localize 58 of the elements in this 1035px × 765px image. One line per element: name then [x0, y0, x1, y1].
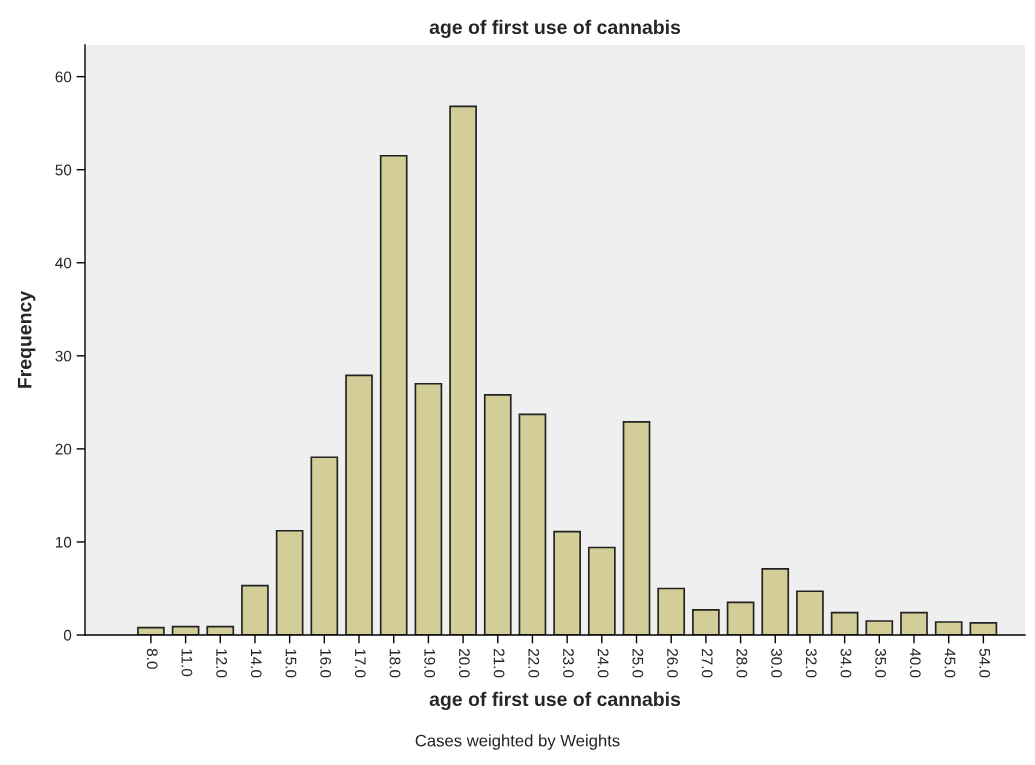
- x-tick-label: 12.0: [216, 649, 227, 678]
- bar: [275, 529, 304, 635]
- bar: [587, 546, 616, 635]
- bar: [483, 394, 512, 635]
- x-tick-label: 17.0: [354, 649, 366, 678]
- x-tick-label: 14.0: [250, 649, 262, 678]
- x-tick-label: 26.0: [667, 648, 678, 678]
- y-tick-label: 60: [55, 71, 72, 83]
- x-tick-label: 54.0: [979, 648, 991, 678]
- y-axis-title: Frequency: [17, 290, 36, 388]
- x-tick-label: 19.0: [424, 649, 436, 678]
- bar: [345, 374, 373, 635]
- y-tick-label: 40: [55, 257, 72, 269]
- bar: [969, 622, 998, 635]
- x-tick-label: 25.0: [632, 648, 644, 678]
- x-tick-label: 28.0: [736, 648, 748, 678]
- x-tick-label: 8.0: [146, 648, 158, 669]
- bar: [796, 590, 824, 635]
- x-tick-label: 18.0: [389, 649, 401, 678]
- y-tick-label: 0: [63, 629, 72, 641]
- bar: [622, 421, 651, 635]
- bar: [241, 584, 269, 635]
- bar: [865, 620, 894, 635]
- y-tick-label: 50: [55, 164, 72, 176]
- bar: [449, 105, 477, 635]
- bar: [414, 382, 443, 635]
- bar: [830, 611, 859, 635]
- x-tick-label: 40.0: [909, 648, 921, 678]
- x-tick-label: 34.0: [840, 648, 852, 678]
- x-tick-label: 24.0: [597, 648, 609, 678]
- x-tick-label: 32.0: [805, 648, 817, 678]
- bar: [379, 154, 408, 635]
- bar: [518, 413, 547, 635]
- x-tick-label: 15.0: [285, 649, 297, 678]
- x-tick-label: 30.0: [771, 648, 782, 678]
- bar: [934, 621, 963, 635]
- bar: [553, 530, 581, 635]
- y-tick-label: 20: [55, 443, 72, 455]
- bar: [692, 609, 720, 635]
- chart-title: age of first use of cannabis: [429, 19, 681, 39]
- x-tick-label: 16.0: [320, 649, 332, 678]
- bar: [310, 456, 339, 635]
- y-tick-label: 10: [55, 536, 72, 548]
- bar: [900, 611, 928, 635]
- x-tick-label: 11.0: [181, 649, 193, 677]
- y-tick-label: 30: [55, 350, 72, 362]
- x-tick-label: 27.0: [701, 648, 713, 678]
- bar: [726, 601, 755, 635]
- x-tick-label: 20.0: [458, 648, 470, 678]
- text: Cases weighted by Weights: [415, 734, 620, 750]
- bar: [657, 587, 686, 635]
- x-tick-label: 21.0: [493, 648, 505, 678]
- x-tick-label: 23.0: [563, 648, 574, 678]
- x-tick-label: 35.0: [875, 648, 887, 678]
- bar: [761, 568, 790, 635]
- x-axis-title: age of first use of cannabis: [429, 691, 681, 711]
- x-tick-label: 22.0: [528, 648, 540, 678]
- x-tick-label: 45.0: [944, 648, 956, 678]
